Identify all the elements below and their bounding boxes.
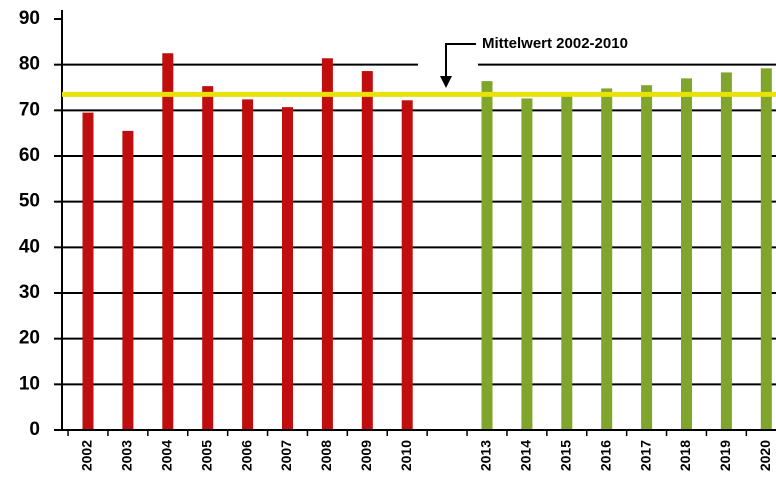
- x-tick-label: 2008: [318, 440, 334, 471]
- y-tick-label: 20: [19, 328, 40, 349]
- bar: [720, 72, 732, 431]
- x-tick-label: 2005: [198, 440, 214, 471]
- bar: [641, 85, 653, 430]
- x-tick-label: 2014: [518, 440, 534, 471]
- bar: [122, 130, 134, 430]
- y-tick-label: 80: [19, 54, 40, 75]
- bar: [242, 99, 254, 430]
- bar: [760, 68, 772, 430]
- bar: [282, 107, 293, 431]
- x-tick-label: 2018: [677, 440, 693, 471]
- bar: [321, 58, 333, 430]
- x-tick-label: 2017: [637, 440, 653, 471]
- annotation-bg: [418, 56, 478, 72]
- bar: [361, 71, 373, 430]
- x-tick-label: 2013: [478, 440, 494, 471]
- x-tick-label: 2007: [278, 440, 294, 471]
- x-tick-label: 2006: [238, 440, 254, 471]
- x-tick-label: 2003: [119, 440, 135, 471]
- x-tick-label: 2016: [597, 440, 613, 471]
- bar: [601, 88, 613, 430]
- x-tick-label: 2015: [558, 440, 574, 471]
- annotation-arrow: [445, 43, 476, 80]
- annotation-arrowhead: [440, 76, 452, 88]
- annotation: Mittelwert 2002-2010: [482, 35, 628, 52]
- y-tick-label: 60: [19, 145, 40, 166]
- y-tick-label: 50: [19, 191, 40, 212]
- x-tick-label: 2010: [398, 440, 414, 471]
- bar: [202, 86, 214, 430]
- x-tick-label: 2009: [358, 440, 374, 471]
- x-tick-label: 2004: [159, 440, 175, 471]
- x-tick-label: 2020: [757, 440, 773, 471]
- bar: [82, 112, 94, 430]
- y-tick-label: 0: [29, 419, 40, 440]
- y-tick-label: 90: [19, 8, 40, 29]
- bar: [521, 98, 533, 431]
- x-tick-label: 2019: [717, 440, 733, 471]
- y-tick-label: 10: [19, 373, 40, 394]
- y-tick-label: 70: [19, 99, 40, 120]
- bar: [481, 81, 493, 431]
- bar: [561, 93, 573, 430]
- y-tick-label: 40: [19, 236, 40, 257]
- bar: [681, 78, 692, 430]
- x-tick-label: 2002: [79, 440, 95, 471]
- bar: [162, 53, 174, 430]
- bar: [401, 100, 413, 430]
- y-tick-label: 30: [19, 282, 40, 303]
